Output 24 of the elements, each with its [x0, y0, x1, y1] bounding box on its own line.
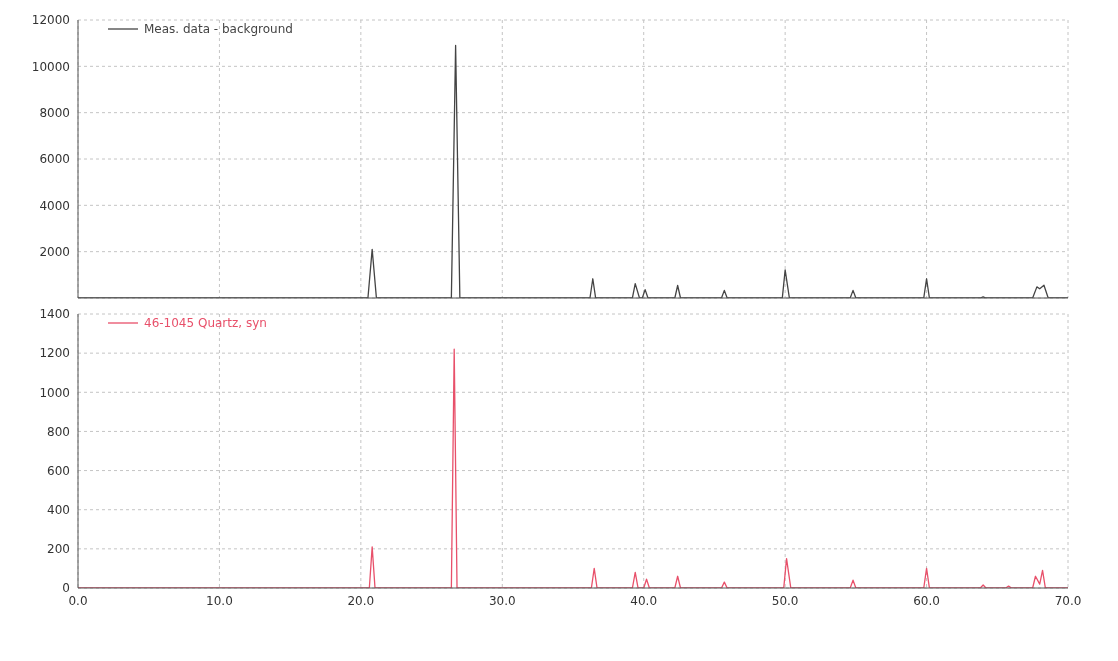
y-tick-label: 1000 [39, 385, 70, 400]
x-tick-label: 30.0 [488, 593, 516, 608]
y-tick-label: 400 [47, 502, 70, 517]
y-tick-label: 600 [47, 463, 70, 478]
y-tick-label: 1200 [39, 346, 70, 361]
x-tick-label: 10.0 [206, 593, 233, 608]
legend-label: Meas. data - background [144, 22, 293, 36]
y-tick-label: 10000 [31, 59, 70, 74]
y-tick-label: 0 [62, 581, 70, 596]
y-tick-label: 4000 [39, 198, 70, 213]
y-tick-label: 2000 [39, 244, 70, 259]
y-tick-label: 1400 [39, 307, 70, 322]
x-tick-label: 20.0 [347, 593, 375, 608]
y-tick-label: 200 [47, 542, 70, 557]
x-tick-label: 40.0 [630, 593, 658, 608]
y-tick-label: 6000 [39, 152, 70, 167]
x-tick-label: 60.0 [913, 593, 940, 608]
x-tick-label: 50.0 [771, 593, 799, 608]
x-tick-label: 70.0 [1054, 593, 1082, 608]
y-tick-label: 12000 [31, 13, 70, 28]
x-tick-label: 0.0 [68, 593, 88, 608]
y-tick-label: 800 [47, 424, 70, 439]
legend-label: 46-1045 Quartz, syn [144, 316, 267, 330]
y-tick-label: 8000 [39, 105, 70, 120]
